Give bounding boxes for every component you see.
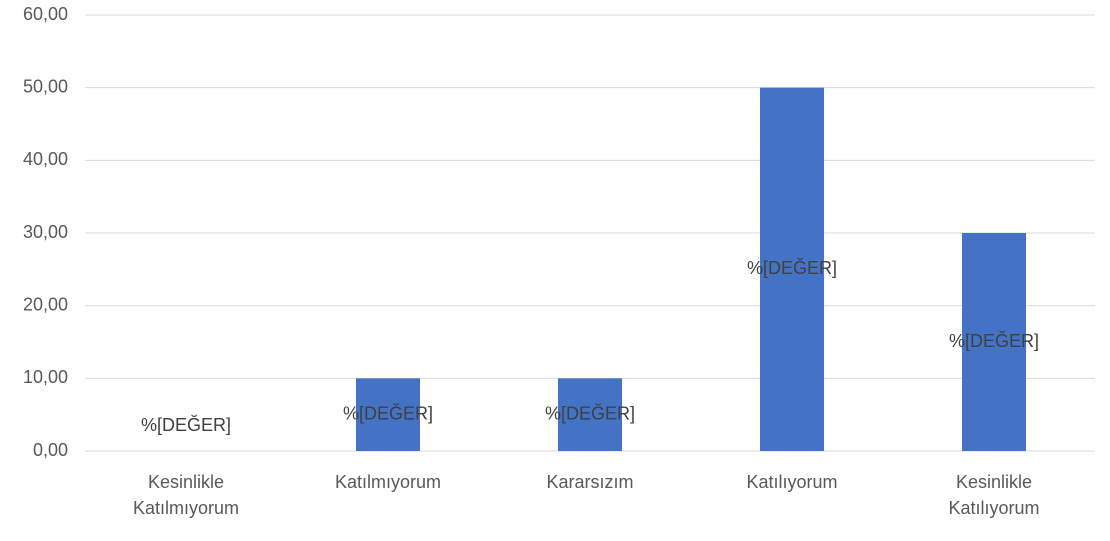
y-tick-label: 40,00 [23, 149, 68, 169]
data-label: %[DEĞER] [343, 402, 433, 423]
data-label: %[DEĞER] [141, 414, 231, 435]
data-label: %[DEĞER] [545, 402, 635, 423]
data-label: %[DEĞER] [747, 257, 837, 278]
y-tick-label: 30,00 [23, 222, 68, 242]
x-tick-label: Katılmıyorum [334, 472, 442, 492]
bar [356, 378, 420, 451]
x-tick-label: Katılıyorum [746, 472, 838, 492]
y-tick-label: 10,00 [23, 367, 68, 387]
x-tick-label: Kesinlikle Katılıyorum [948, 472, 1040, 518]
x-tick-label: Kesinlikle Katılmıyorum [132, 472, 240, 518]
y-tick-label: 50,00 [23, 76, 68, 96]
data-label: %[DEĞER] [949, 330, 1039, 351]
x-tick-label: Kararsızım [546, 472, 634, 492]
bar [760, 87, 824, 452]
y-tick-label: 60,00 [23, 4, 68, 24]
bar [962, 233, 1026, 451]
bar [558, 378, 622, 451]
y-tick-label: 0,00 [33, 440, 68, 460]
y-tick-label: 20,00 [23, 294, 68, 314]
